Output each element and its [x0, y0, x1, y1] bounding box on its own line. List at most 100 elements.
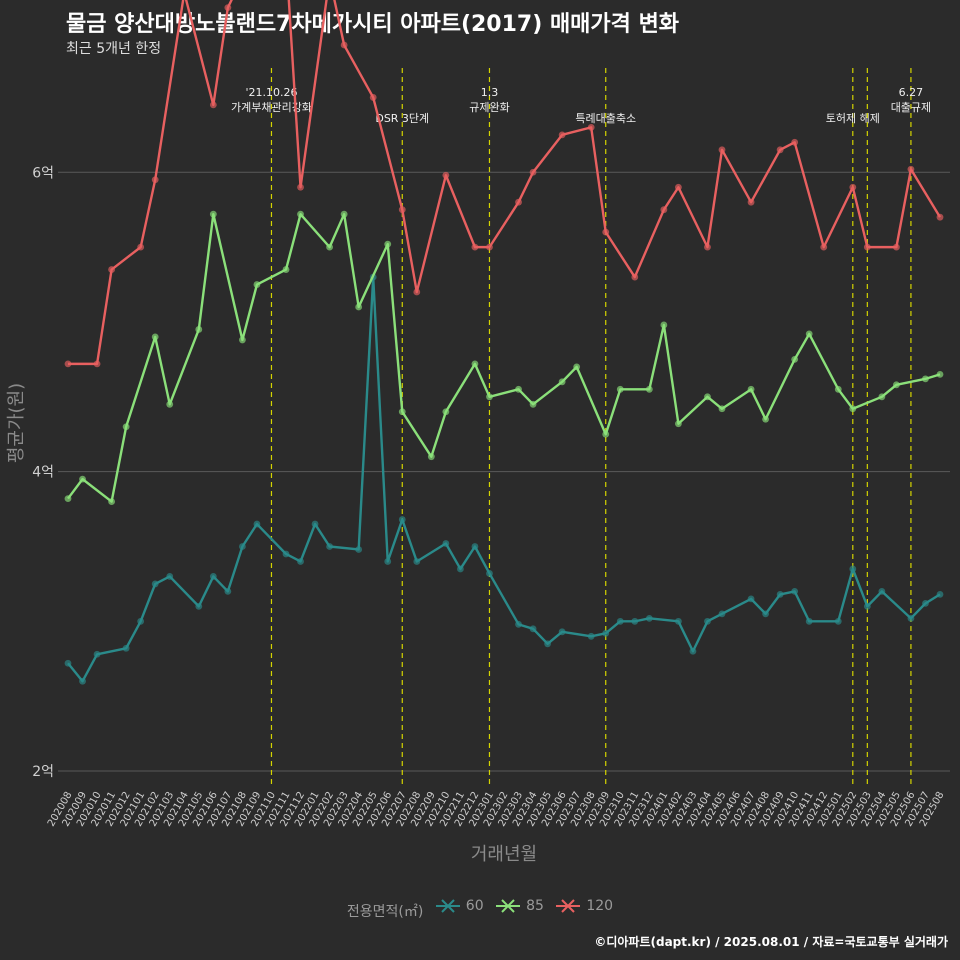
- data-point-120: [849, 183, 857, 191]
- y-axis-title: 평균가(원): [6, 383, 27, 463]
- data-point-85: [849, 405, 857, 413]
- data-point-60: [529, 625, 537, 633]
- data-point-120: [209, 101, 217, 109]
- legend-label-85: 85: [526, 898, 544, 914]
- data-point-85: [64, 495, 72, 502]
- event-label-line: DSR 3단계: [375, 112, 429, 125]
- data-point-85: [718, 405, 726, 413]
- chart-subtitle: 최근 5개년 한정: [66, 41, 162, 57]
- data-point-60: [239, 543, 246, 550]
- data-point-120: [93, 360, 101, 368]
- legend-item-85: 85: [494, 896, 544, 916]
- data-point-60: [544, 640, 551, 648]
- data-point-85: [79, 475, 86, 483]
- data-point-120: [108, 266, 115, 273]
- data-point-120: [369, 94, 377, 101]
- data-point-85: [805, 330, 813, 338]
- event-label-line: 1.3: [481, 86, 499, 99]
- event-label-line: 대출규제: [891, 101, 931, 114]
- data-point-120: [486, 243, 493, 251]
- series-line-85: [67, 212, 941, 503]
- data-point-60: [326, 543, 333, 550]
- x-axis-title: 거래년월: [471, 844, 537, 865]
- data-point-120: [704, 243, 711, 251]
- data-point-120: [587, 123, 595, 131]
- data-point-60: [442, 540, 450, 547]
- y-tick-label: 2억: [32, 764, 54, 780]
- data-point-60: [515, 620, 522, 628]
- event-label: '21.10.26 가계부채관리강화: [231, 86, 312, 114]
- data-point-60: [457, 565, 464, 573]
- event-label-line: '21.10.26: [245, 86, 297, 99]
- event-label: 특례대출축소: [575, 112, 636, 125]
- data-point-120: [529, 168, 537, 176]
- legend-item-60: 60: [434, 896, 484, 916]
- data-point-60: [776, 590, 784, 598]
- data-point-60: [64, 659, 72, 667]
- data-point-85: [922, 375, 929, 383]
- data-point-60: [922, 599, 929, 607]
- data-point-85: [791, 355, 799, 363]
- data-point-60: [398, 516, 406, 523]
- event-label-line: 특례대출축소: [575, 112, 636, 125]
- data-point-120: [776, 146, 784, 154]
- data-point-120: [907, 165, 915, 173]
- data-point-120: [936, 213, 944, 221]
- data-point-120: [863, 243, 871, 251]
- y-tick-label: 4억: [32, 465, 54, 481]
- data-point-85: [529, 400, 537, 408]
- data-point-85: [209, 210, 217, 218]
- data-point-85: [486, 393, 493, 401]
- data-point-120: [398, 206, 406, 214]
- data-point-120: [660, 206, 668, 214]
- data-point-60: [689, 647, 697, 655]
- event-label: DSR 3단계: [375, 112, 429, 125]
- data-point-120: [297, 183, 304, 191]
- data-point-120: [791, 138, 799, 146]
- source-caption: ©디아파트(dapt.kr) / 2025.08.01 / 자료=국토교통부 실…: [594, 935, 948, 949]
- chart-title: 물금 양산대방노블랜드7차메가시티 아파트(2017) 매매가격 변화: [66, 12, 680, 37]
- data-point-85: [108, 498, 115, 505]
- data-point-60: [645, 614, 653, 622]
- data-point-85: [151, 333, 159, 341]
- legend-60-icon: [435, 899, 460, 913]
- data-point-85: [253, 281, 261, 288]
- data-point-60: [558, 628, 566, 636]
- data-point-60: [805, 617, 813, 625]
- data-point-60: [616, 617, 624, 625]
- legend-label-60: 60: [465, 898, 484, 914]
- data-point-85: [893, 381, 900, 389]
- data-point-85: [166, 400, 174, 408]
- data-point-60: [297, 558, 304, 565]
- data-point-85: [427, 453, 435, 461]
- event-label: 6.27 대출규제: [891, 86, 931, 114]
- event-label-line: 토허제 해제: [826, 111, 880, 125]
- event-label: 토허제 해제: [826, 111, 880, 125]
- data-point-60: [151, 580, 159, 588]
- data-point-85: [834, 385, 842, 393]
- data-point-85: [239, 336, 246, 344]
- data-point-60: [311, 520, 319, 528]
- data-point-60: [834, 617, 842, 625]
- data-point-85: [282, 266, 290, 273]
- data-point-120: [413, 288, 421, 296]
- data-point-60: [195, 602, 203, 610]
- legend-title: 전용면적(㎡): [346, 904, 424, 920]
- data-point-60: [355, 546, 363, 553]
- data-point-85: [195, 326, 203, 333]
- data-point-60: [849, 565, 857, 573]
- data-point-60: [907, 614, 915, 622]
- data-point-85: [762, 415, 769, 423]
- data-point-85: [660, 321, 668, 329]
- legend-item-120: 120: [554, 896, 613, 916]
- data-point-60: [471, 543, 479, 550]
- data-point-60: [282, 550, 290, 558]
- data-point-120: [442, 171, 450, 179]
- event-label-line: 가계부채관리강화: [231, 101, 312, 114]
- data-point-85: [297, 210, 304, 218]
- data-point-60: [762, 610, 769, 618]
- data-point-120: [471, 243, 479, 251]
- data-point-60: [122, 644, 130, 652]
- data-point-120: [151, 176, 159, 184]
- data-point-85: [616, 385, 624, 393]
